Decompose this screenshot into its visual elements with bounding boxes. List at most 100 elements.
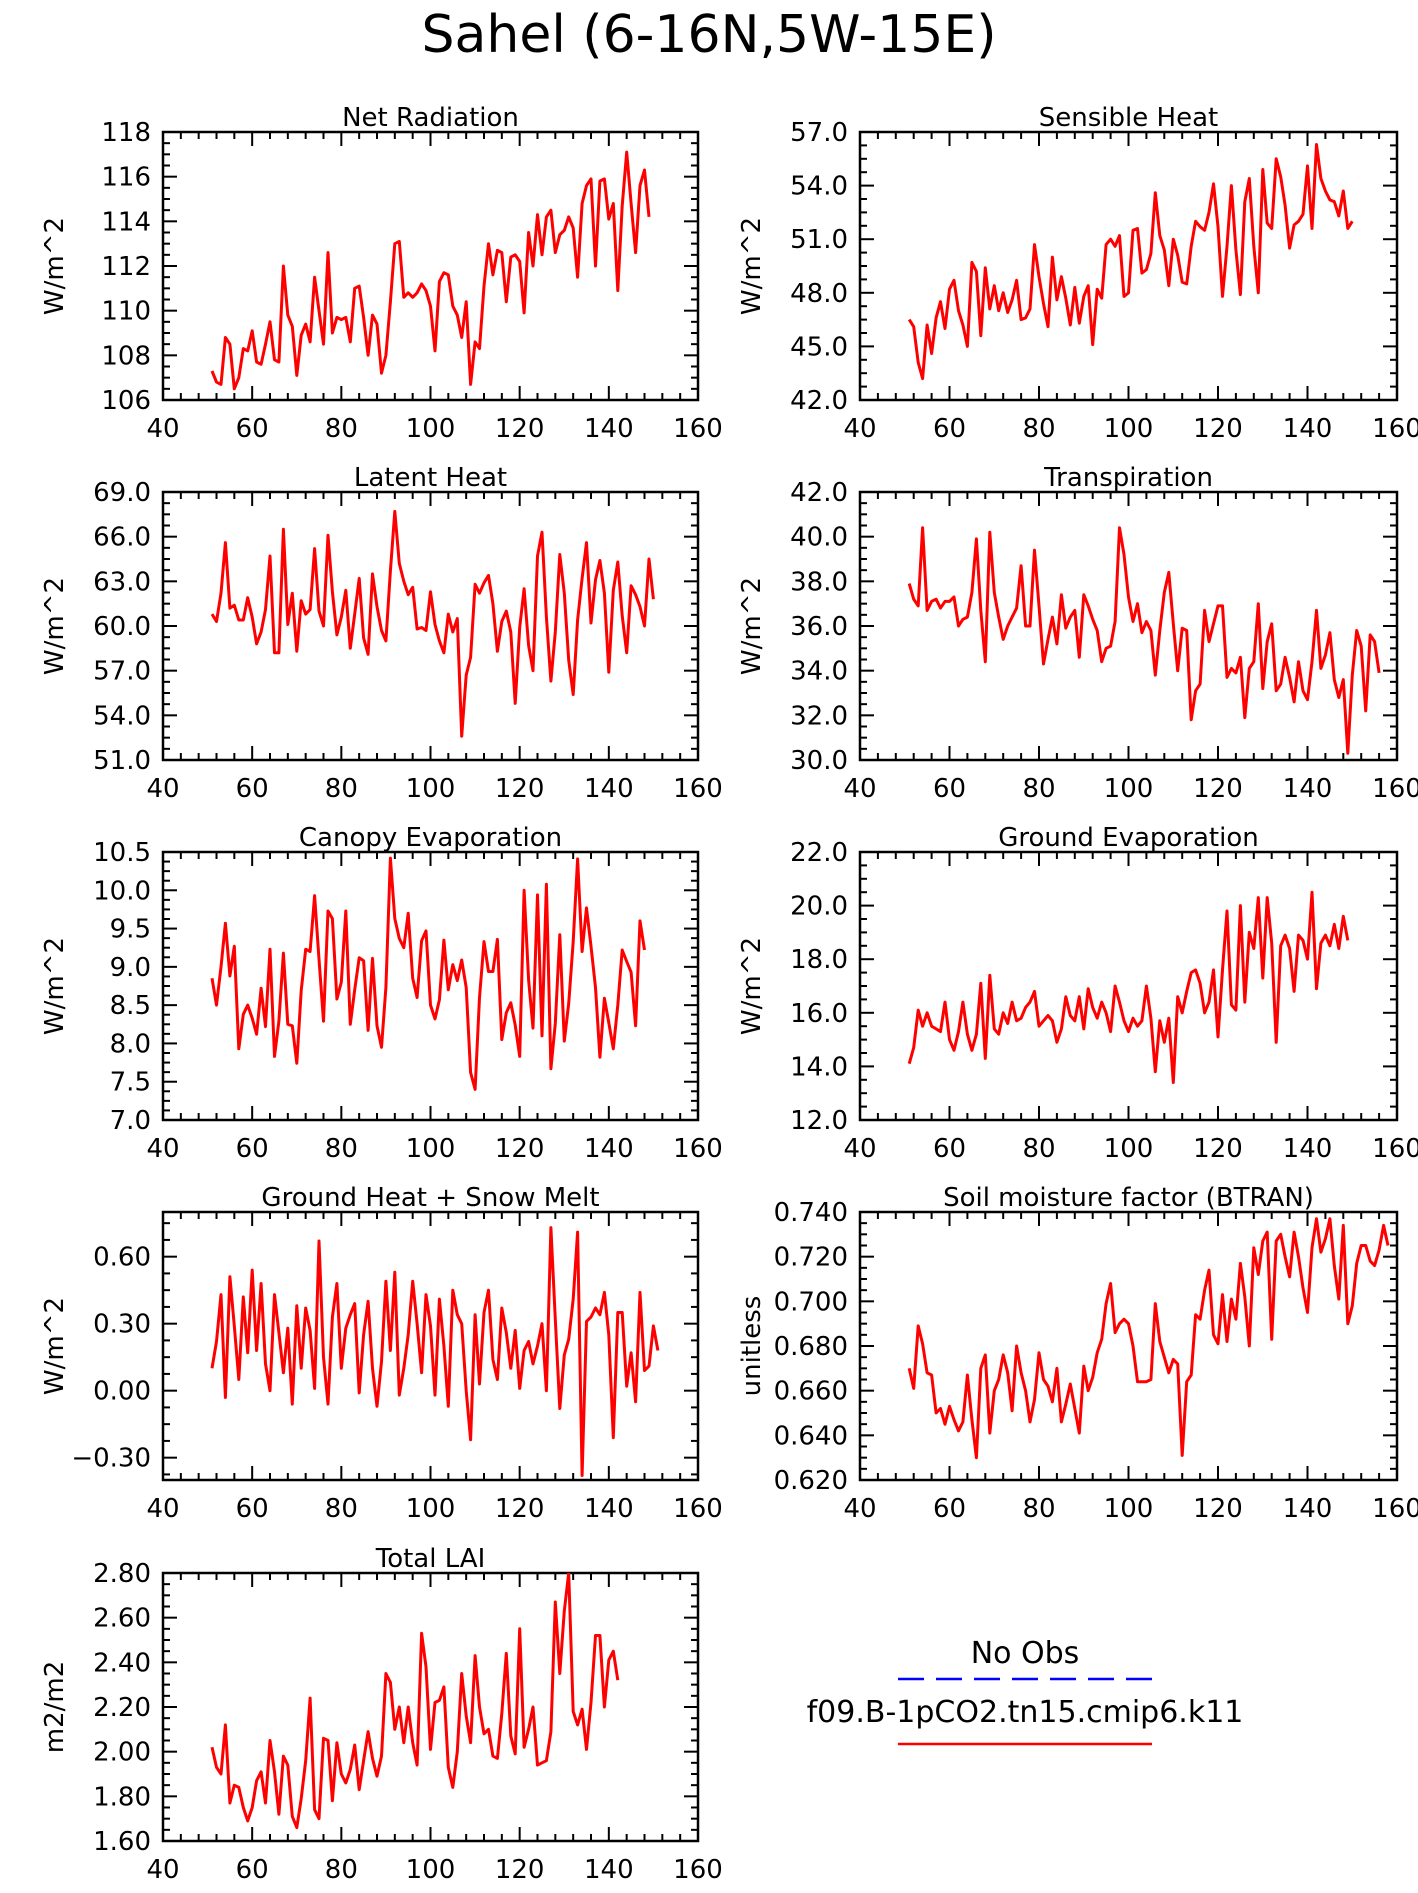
panel-latent-heat: 40 60 80 100 120 140 160 51.0 54.0 57.0 60.0 63.0 66… — [40, 463, 723, 804]
y-tick-label: 8.0 — [110, 1029, 151, 1059]
x-tick-label: 140 — [1283, 414, 1333, 444]
y-axis-label: W/m^2 — [737, 577, 767, 675]
y-tick-label: 12.0 — [790, 1106, 848, 1136]
panel-title: Sensible Heat — [1039, 103, 1218, 133]
panel-title: Soil moisture factor (BTRAN) — [943, 1183, 1314, 1213]
legend-obs-label: No Obs — [971, 1636, 1080, 1671]
y-tick-label: 2.60 — [93, 1604, 151, 1634]
x-tick-label: 100 — [1104, 1494, 1154, 1524]
y-tick-label: 63.0 — [93, 567, 151, 597]
x-tick-label: 80 — [325, 1855, 358, 1885]
x-tick-label: 80 — [1022, 1494, 1055, 1524]
x-tick-label: 40 — [843, 414, 876, 444]
y-tick-label: 10.0 — [93, 876, 151, 906]
y-tick-label: 48.0 — [790, 279, 848, 309]
panel-canopy-evaporation: 40 60 80 100 120 140 160 7.0 7.5 8.0 8.5 9.0 9.5 10.0… — [40, 823, 723, 1164]
x-tick-label: 100 — [406, 414, 456, 444]
y-tick-label: 34.0 — [790, 657, 848, 687]
y-tick-label: 0.680 — [774, 1332, 848, 1362]
x-tick-label: 140 — [584, 1855, 634, 1885]
series-line — [907, 1217, 1390, 1460]
panel-total-lai: 40 60 80 100 120 140 160 1.60 1.80 2.00 2.20 2.40 2.… — [40, 1544, 723, 1885]
x-tick-label: 40 — [843, 1134, 876, 1164]
panel-transpiration: 40 60 80 100 120 140 160 30.0 32.0 34.0 36.0 38.0 40… — [737, 463, 1418, 804]
x-tick-label: 40 — [146, 1855, 179, 1885]
panel-title: Transpiration — [1043, 463, 1213, 493]
legend-model-label: f09.B-1pCO2.tn15.cmip6.k11 — [807, 1695, 1244, 1730]
x-tick-label: 80 — [325, 1494, 358, 1524]
x-tick-label: 160 — [673, 1134, 723, 1164]
x-tick-label: 80 — [1022, 414, 1055, 444]
panel-sensible-heat: 40 60 80 100 120 140 160 42.0 45.0 48.0 51.0 54.0 57… — [737, 103, 1418, 444]
x-tick-label: 40 — [843, 774, 876, 804]
x-tick-label: 140 — [584, 774, 634, 804]
x-tick-label: 60 — [236, 774, 269, 804]
y-axis-label: W/m^2 — [737, 937, 767, 1035]
x-tick-label: 160 — [1372, 774, 1418, 804]
x-tick-label: 140 — [584, 414, 634, 444]
y-tick-label: 54.0 — [93, 701, 151, 731]
x-tick-label: 120 — [495, 414, 545, 444]
y-tick-label: 22.0 — [790, 838, 848, 868]
x-tick-label: 100 — [406, 1855, 456, 1885]
y-axis-label: W/m^2 — [40, 1297, 70, 1395]
x-tick-label: 60 — [236, 414, 269, 444]
y-tick-label: −0.30 — [71, 1444, 151, 1474]
y-tick-label: 60.0 — [93, 612, 151, 642]
series-line — [907, 890, 1350, 1084]
y-tick-label: 45.0 — [790, 332, 848, 362]
figure-title: Sahel (6-16N,5W-15E) — [422, 5, 997, 65]
panel-title: Total LAI — [375, 1544, 486, 1574]
y-tick-label: 0.620 — [774, 1466, 848, 1496]
panel-title: Ground Heat + Snow Melt — [261, 1183, 599, 1213]
x-tick-label: 120 — [1193, 414, 1243, 444]
y-tick-label: 114 — [101, 207, 151, 237]
y-tick-label: 106 — [101, 386, 151, 416]
x-tick-label: 100 — [1104, 1134, 1154, 1164]
series-line — [210, 856, 646, 1091]
y-tick-label: 2.00 — [93, 1738, 151, 1768]
y-tick-label: 54.0 — [790, 172, 848, 202]
panel-ground-heat-snow-melt: 40 60 80 100 120 140 160 −0.30 0.00 0.30 0.60 Groun… — [40, 1183, 723, 1524]
x-tick-label: 60 — [933, 1494, 966, 1524]
y-tick-label: 69.0 — [93, 478, 151, 508]
x-tick-label: 40 — [146, 774, 179, 804]
panel-net-radiation: 40 60 80 100 120 140 160 106 108 110 112 114 116 118 N… — [40, 103, 723, 444]
y-tick-label: 18.0 — [790, 945, 848, 975]
x-tick-label: 140 — [1283, 774, 1333, 804]
x-tick-label: 40 — [146, 414, 179, 444]
x-tick-label: 120 — [495, 1134, 545, 1164]
y-tick-label: 66.0 — [93, 523, 151, 553]
series-line — [907, 526, 1381, 755]
y-tick-label: 9.5 — [110, 915, 151, 945]
y-tick-label: 0.720 — [774, 1243, 848, 1273]
series-line — [210, 1573, 620, 1830]
y-tick-label: 40.0 — [790, 523, 848, 553]
series-line — [907, 143, 1354, 381]
y-tick-label: 112 — [101, 252, 151, 282]
x-tick-label: 160 — [673, 414, 723, 444]
y-tick-label: 0.30 — [93, 1310, 151, 1340]
y-axis-label: W/m^2 — [40, 577, 70, 675]
y-tick-label: 38.0 — [790, 567, 848, 597]
x-tick-label: 60 — [933, 1134, 966, 1164]
x-tick-label: 60 — [933, 414, 966, 444]
y-tick-label: 57.0 — [790, 118, 848, 148]
panel-title: Ground Evaporation — [998, 823, 1258, 853]
y-tick-label: 0.640 — [774, 1421, 848, 1451]
x-tick-label: 100 — [1104, 414, 1154, 444]
y-axis-label: W/m^2 — [40, 937, 70, 1035]
x-tick-label: 60 — [236, 1134, 269, 1164]
y-tick-label: 42.0 — [790, 478, 848, 508]
x-tick-label: 120 — [495, 1855, 545, 1885]
y-tick-label: 0.700 — [774, 1287, 848, 1317]
x-tick-label: 60 — [933, 774, 966, 804]
x-tick-label: 120 — [1193, 1494, 1243, 1524]
y-tick-label: 118 — [101, 118, 151, 148]
x-tick-label: 140 — [1283, 1494, 1333, 1524]
x-tick-label: 100 — [1104, 774, 1154, 804]
y-tick-label: 108 — [101, 341, 151, 371]
panel-title: Canopy Evaporation — [299, 823, 562, 853]
panel-title: Latent Heat — [354, 463, 507, 493]
